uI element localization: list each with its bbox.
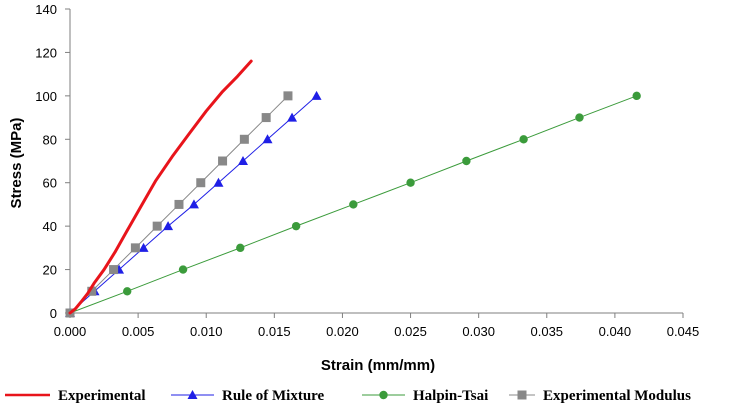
halpin-tsai-point <box>349 200 358 209</box>
halpin-tsai-point <box>462 156 471 166</box>
rule-of-mixture-point <box>262 134 273 144</box>
y-tick-label: 100 <box>35 89 57 104</box>
legend: Experimental Rule of Mixture Halpin-Tsai Ex… <box>5 388 691 404</box>
experimental-modulus-point <box>87 286 97 296</box>
experimental-modulus-point <box>196 178 206 188</box>
halpin-tsai-point <box>291 221 301 231</box>
rule-of-mixture-point <box>163 221 174 231</box>
series-experimental-modulus <box>65 91 293 318</box>
y-axis-title: Stress (MPa) <box>8 118 25 209</box>
y-tick-label: 0 <box>50 306 57 321</box>
halpin-tsai-point <box>632 91 641 101</box>
x-tick-label: 0.025 <box>394 324 427 339</box>
legend-label: Rule of Mixture <box>222 388 325 404</box>
x-tick-label: 0.030 <box>462 324 495 339</box>
x-tick-label: 0.040 <box>599 324 632 339</box>
x-tick-label: 0.015 <box>258 324 291 339</box>
series-experimental <box>68 59 253 315</box>
x-tick-label: 0.020 <box>326 324 359 339</box>
experimental-modulus-point <box>109 265 119 275</box>
x-tick-label: 0.045 <box>667 324 700 339</box>
series-layer <box>65 59 641 318</box>
y-tick-label: 140 <box>35 2 57 17</box>
rule-of-mixture-point <box>238 156 249 165</box>
axes: 0 20 40 60 80 100 120 140 0.000 0.005 0.010 0.015 0.… <box>35 2 699 339</box>
halpin-tsai-point <box>406 178 415 187</box>
halpin-tsai-point <box>575 113 584 122</box>
y-tick-label: 80 <box>43 132 57 147</box>
rule-of-mixture-point <box>188 199 199 209</box>
y-tick-label: 20 <box>43 263 57 278</box>
halpin-tsai-point <box>123 287 132 296</box>
series-rule-of-mixture <box>65 90 322 317</box>
experimental-modulus-point <box>152 221 162 231</box>
legend-item-halpin-tsai: Halpin-Tsai <box>362 388 488 404</box>
legend-swatch-marker <box>187 390 198 399</box>
legend-swatch-marker <box>517 390 527 400</box>
legend-label: Experimental <box>58 388 146 404</box>
experimental-modulus-point <box>218 156 228 166</box>
halpin-tsai-point <box>236 243 245 253</box>
rule-of-mixture-point <box>138 242 149 252</box>
rule-of-mixture-point <box>311 90 322 100</box>
rule-of-mixture-point <box>287 112 298 122</box>
legend-label: Experimental Modulus <box>543 388 691 404</box>
experimental-modulus-point <box>261 113 271 123</box>
x-tick-label: 0.035 <box>531 324 564 339</box>
x-tick-label: 0.005 <box>122 324 155 339</box>
experimental-line <box>68 59 253 315</box>
x-tick-label: 0.000 <box>54 324 87 339</box>
legend-label: Halpin-Tsai <box>413 388 488 404</box>
experimental-modulus-point <box>130 243 140 253</box>
experimental-modulus-point <box>283 91 293 101</box>
legend-item-rule-of-mixture: Rule of Mixture <box>171 388 325 404</box>
legend-item-experimental-modulus: Experimental Modulus <box>509 388 691 404</box>
x-tick-label: 0.010 <box>190 324 223 339</box>
halpin-tsai-point <box>178 265 188 274</box>
y-tick-label: 60 <box>43 176 57 191</box>
experimental-modulus-point <box>174 199 184 209</box>
y-tick-label: 120 <box>35 45 57 60</box>
series-halpin-tsai <box>65 91 641 318</box>
halpin-tsai-point <box>519 135 528 144</box>
y-tick-label: 40 <box>43 219 57 234</box>
x-axis-title: Strain (mm/mm) <box>321 357 435 374</box>
legend-item-experimental: Experimental <box>5 388 146 404</box>
rule-of-mixture-point <box>213 177 224 187</box>
experimental-modulus-point <box>239 134 249 144</box>
legend-swatch-marker <box>379 390 388 400</box>
